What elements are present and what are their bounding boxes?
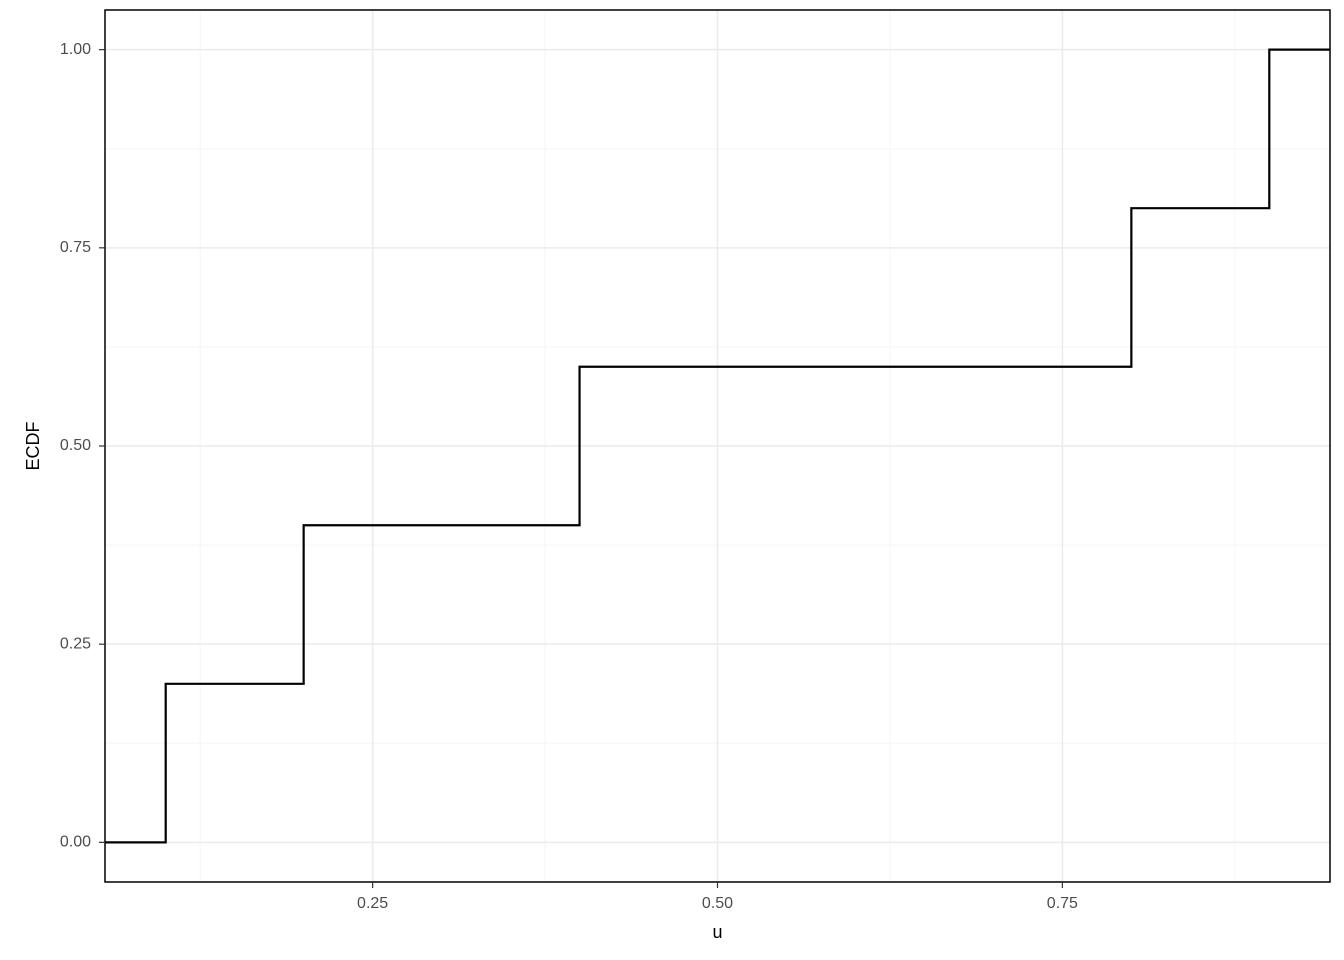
x-axis-ticks	[373, 882, 1063, 888]
ecdf-chart: 0.25 0.50 0.75 0.00 0.25 0.50 0.75 1.00 u ECDF	[0, 0, 1344, 960]
chart-svg: 0.25 0.50 0.75 0.00 0.25 0.50 0.75 1.00 u ECDF	[0, 0, 1344, 960]
x-axis-tick-labels: 0.25 0.50 0.75	[357, 895, 1078, 912]
y-tick-label: 1.00	[60, 41, 91, 58]
y-tick-label: 0.75	[60, 239, 91, 256]
x-axis-title: u	[712, 922, 722, 942]
y-tick-label: 0.50	[60, 437, 91, 454]
y-axis-title: ECDF	[23, 421, 43, 470]
y-tick-label: 0.00	[60, 834, 91, 851]
x-tick-label: 0.50	[702, 895, 733, 912]
y-axis-ticks	[99, 50, 105, 843]
x-tick-label: 0.75	[1047, 895, 1078, 912]
y-tick-label: 0.25	[60, 635, 91, 652]
x-tick-label: 0.25	[357, 895, 388, 912]
y-axis-tick-labels: 0.00 0.25 0.50 0.75 1.00	[60, 41, 91, 851]
